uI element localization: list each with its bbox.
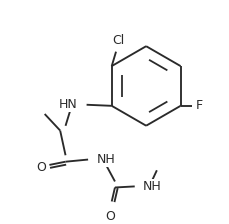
- Text: NH: NH: [142, 180, 161, 193]
- Text: HN: HN: [58, 98, 77, 111]
- Text: Cl: Cl: [112, 34, 124, 47]
- Text: O: O: [36, 161, 46, 174]
- Text: O: O: [105, 210, 114, 223]
- Text: NH: NH: [96, 153, 114, 166]
- Text: F: F: [195, 99, 202, 112]
